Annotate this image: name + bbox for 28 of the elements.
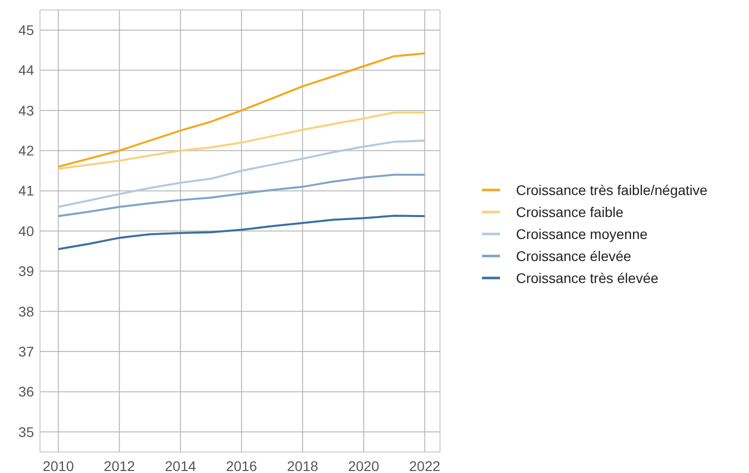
x-tick-label: 2020 <box>348 458 380 473</box>
legend-label: Croissance faible <box>516 204 624 220</box>
legend-label: Croissance élevée <box>516 248 632 264</box>
x-tick-label: 2010 <box>42 458 74 473</box>
line-series <box>57 214 426 250</box>
line-series <box>57 174 426 218</box>
legend-label: Croissance très faible/négative <box>516 182 708 198</box>
legend-label: Croissance très élevée <box>516 270 659 286</box>
line-series <box>57 52 426 168</box>
y-tick-label: 37 <box>18 343 34 360</box>
x-tick-label: 2016 <box>226 458 258 473</box>
line-series <box>57 140 426 208</box>
x-tick-label: 2022 <box>409 458 441 473</box>
y-tick-label: 39 <box>18 263 34 280</box>
x-tick-label: 2014 <box>164 458 196 473</box>
y-tick-label: 42 <box>18 142 34 159</box>
y-tick-label: 35 <box>18 424 34 440</box>
y-tick-label: 38 <box>18 303 34 320</box>
y-tick-label: 45 <box>18 22 34 38</box>
y-tick-label: 43 <box>18 102 34 118</box>
y-tick-label: 44 <box>18 62 34 78</box>
line-series <box>57 111 426 170</box>
x-tick-label: 2012 <box>104 458 136 473</box>
y-tick-label: 36 <box>18 384 34 400</box>
legend-label: Croissance moyenne <box>516 226 648 242</box>
x-tick-label: 2018 <box>287 458 318 473</box>
y-tick-label: 41 <box>18 182 34 199</box>
y-tick-label: 40 <box>18 222 34 239</box>
